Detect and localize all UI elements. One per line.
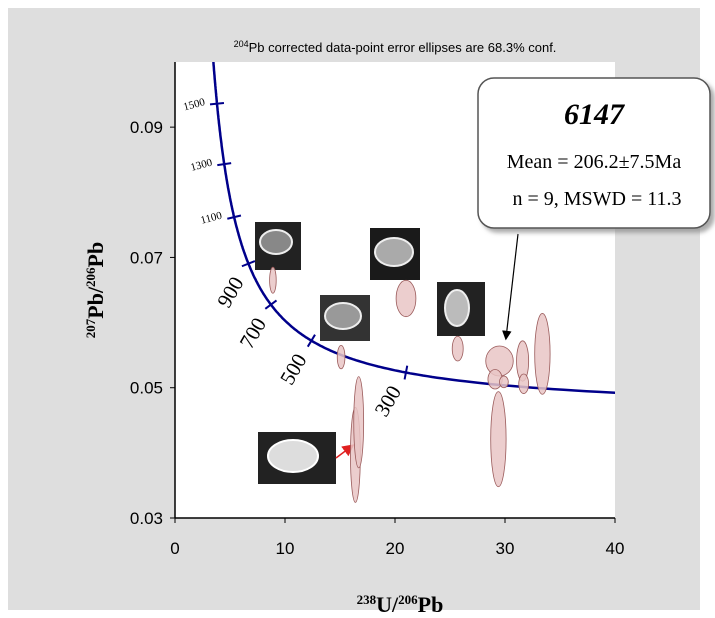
callout-box [477, 77, 711, 229]
inset-grain [267, 439, 319, 473]
x-axis-label: 238U/206Pb [357, 592, 444, 617]
label-text: Pb [418, 592, 444, 617]
age-tick [403, 365, 409, 380]
error-ellipse [353, 376, 365, 469]
age-tick [209, 102, 225, 106]
x-tick-label: 40 [606, 539, 625, 558]
concordia-curve [212, 62, 615, 394]
sample-name: 6147 [564, 98, 625, 131]
callout: 6147 Mean = 206.2±7.5Ma n = 9, MSWD = 11… [477, 77, 711, 229]
inset-grain [444, 289, 470, 327]
plot [212, 62, 615, 503]
x-tick-label: 30 [496, 539, 515, 558]
pointer-arrow [335, 444, 355, 459]
error-ellipse [269, 266, 277, 294]
chart-title: 204Pb corrected data-point error ellipse… [234, 39, 557, 55]
age-label: 1100 [199, 210, 223, 227]
label-sup: 238 [357, 592, 377, 607]
y-tick-label: 0.05 [130, 379, 163, 398]
y-tick-label: 0.09 [130, 118, 163, 137]
axes: 0 10 20 30 40 0.03 0.05 0.07 0.09 [130, 62, 625, 558]
zircon-images [255, 222, 485, 484]
age-label: 1300 [189, 156, 214, 173]
error-ellipse [395, 279, 417, 318]
inset-grain [259, 229, 293, 255]
label-sup: 206 [83, 267, 98, 287]
title-text: Pb corrected data-point error ellipses a… [249, 40, 557, 55]
label-text: U/ [376, 592, 399, 617]
error-ellipse [451, 335, 464, 362]
inset-grain [324, 302, 362, 330]
age-tick [227, 214, 242, 220]
mean-age: Mean = 206.2±7.5Ma [507, 151, 682, 173]
age-tick [306, 334, 316, 348]
label-text: Pb [83, 242, 108, 268]
x-tick-label: 20 [386, 539, 405, 558]
y-tick-label: 0.03 [130, 509, 163, 528]
title-sup: 204 [234, 39, 249, 49]
error-ellipse [518, 373, 530, 394]
label-text: Pb/ [83, 286, 108, 319]
inset-grain [374, 237, 414, 267]
label-sup: 206 [398, 592, 418, 607]
x-tick-label: 0 [170, 539, 179, 558]
error-ellipse [490, 391, 507, 488]
y-axis-label: 207Pb/206Pb [83, 242, 108, 338]
error-ellipse [499, 375, 509, 389]
n-mswd: n = 9, MSWD = 11.3 [512, 188, 681, 210]
callout-arrow [502, 233, 519, 341]
label-sup: 207 [83, 318, 98, 338]
x-tick-label: 10 [276, 539, 295, 558]
age-tick [241, 260, 256, 268]
error-ellipse [534, 313, 551, 395]
age-label: 1500 [182, 96, 207, 113]
y-tick-label: 0.07 [130, 248, 163, 267]
error-ellipse [336, 344, 346, 370]
age-tick [264, 299, 278, 310]
age-tick [217, 162, 232, 167]
